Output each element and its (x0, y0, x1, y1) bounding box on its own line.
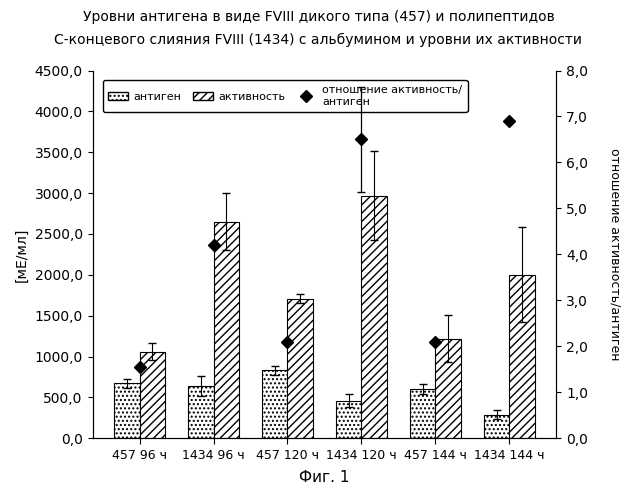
Bar (510, 275, 535, 438)
Bar (140, 352, 166, 438)
Bar (188, 386, 213, 438)
Y-axis label: отношение активность/антиген: отношение активность/антиген (609, 148, 622, 360)
Bar (262, 370, 287, 438)
Bar (213, 222, 240, 438)
Bar (336, 400, 361, 438)
Text: Уровни антигена в виде FVIII дикого типа (457) и полипептидов: Уровни антигена в виде FVIII дикого типа… (83, 10, 554, 24)
Bar (113, 384, 140, 438)
Bar (361, 196, 387, 438)
Bar (483, 414, 510, 438)
Legend: антиген, активность, отношение активность/
антиген: антиген, активность, отношение активност… (103, 80, 468, 112)
X-axis label: Фиг. 1: Фиг. 1 (299, 470, 350, 485)
Bar (436, 338, 461, 438)
Bar (410, 389, 436, 438)
Text: С-концевого слияния FVIII (1434) с альбумином и уровни их активности: С-концевого слияния FVIII (1434) с альбу… (55, 32, 582, 46)
Y-axis label: [мЕ/мл]: [мЕ/мл] (15, 227, 29, 281)
Bar (287, 298, 313, 438)
